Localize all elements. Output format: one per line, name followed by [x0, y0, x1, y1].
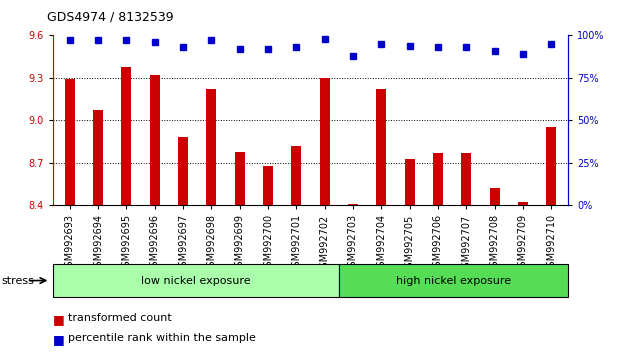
Bar [65, 79, 75, 205]
Bar [518, 202, 528, 205]
Text: high nickel exposure: high nickel exposure [396, 275, 511, 286]
Text: transformed count: transformed count [68, 313, 172, 323]
Bar [150, 75, 160, 205]
Bar [93, 110, 103, 205]
Bar [376, 89, 386, 205]
Bar [433, 153, 443, 205]
Bar [546, 127, 556, 205]
Bar [348, 204, 358, 205]
Text: ■: ■ [53, 333, 65, 346]
Bar [206, 89, 216, 205]
Bar [461, 153, 471, 205]
Text: low nickel exposure: low nickel exposure [141, 275, 251, 286]
Text: percentile rank within the sample: percentile rank within the sample [68, 333, 256, 343]
Bar [178, 137, 188, 205]
Bar [489, 188, 499, 205]
Bar [320, 78, 330, 205]
Bar [405, 159, 415, 205]
Text: GDS4974 / 8132539: GDS4974 / 8132539 [47, 11, 173, 24]
Text: stress: stress [1, 275, 34, 286]
Bar [122, 67, 132, 205]
Bar [291, 146, 301, 205]
Bar [263, 166, 273, 205]
Text: ■: ■ [53, 313, 65, 326]
Bar [235, 152, 245, 205]
